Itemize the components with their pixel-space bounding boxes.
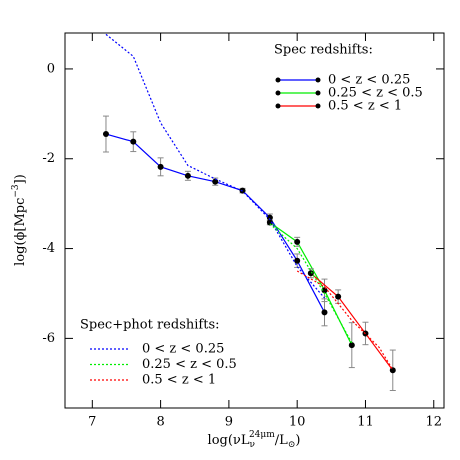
legend-label: 0.25 < z < 0.5 bbox=[142, 357, 237, 372]
x-axis-label-part: ⊙ bbox=[288, 440, 296, 450]
x-axis-label-part: /L bbox=[275, 433, 288, 448]
series-line bbox=[296, 270, 394, 371]
legend-marker bbox=[315, 103, 321, 109]
x-tick-label: 8 bbox=[156, 415, 164, 430]
x-tick-label: 9 bbox=[225, 415, 233, 430]
x-axis-label-part: ) bbox=[295, 433, 300, 448]
legend-label: 0 < z < 0.25 bbox=[142, 342, 224, 357]
y-axis-label-part: ]) bbox=[13, 174, 28, 184]
series-line bbox=[269, 222, 353, 346]
legend-marker bbox=[275, 90, 281, 96]
data-point bbox=[335, 293, 342, 300]
data-point bbox=[102, 131, 109, 138]
data-point bbox=[307, 270, 314, 277]
data-point bbox=[294, 257, 301, 264]
data-point bbox=[266, 219, 273, 226]
data-point bbox=[321, 309, 328, 316]
legend-label: 0 < z < 0.25 bbox=[328, 73, 410, 88]
x-tick-label: 12 bbox=[425, 415, 442, 430]
series-line bbox=[105, 133, 326, 313]
legend-title: Spec+phot redshifts: bbox=[80, 318, 220, 333]
y-tick-label: -2 bbox=[42, 151, 55, 166]
data-point bbox=[130, 138, 137, 145]
legend-title: Spec redshifts: bbox=[274, 43, 373, 58]
legend-label: 0.5 < z < 1 bbox=[328, 99, 402, 114]
data-point bbox=[389, 367, 396, 374]
y-tick-label: -6 bbox=[42, 331, 55, 346]
y-axis-label: log(ϕ[Mpc−3]) bbox=[11, 174, 28, 266]
legend-marker bbox=[275, 77, 281, 83]
x-tick-label: 7 bbox=[88, 415, 96, 430]
series-line bbox=[310, 272, 394, 371]
legend-marker bbox=[315, 77, 321, 83]
y-axis-label-part: log(ϕ[Mpc bbox=[13, 198, 28, 266]
x-axis-label-part: ν bbox=[249, 440, 254, 450]
x-tick-label: 11 bbox=[357, 415, 374, 430]
legend-marker bbox=[315, 90, 321, 96]
x-axis-label-part: log(νL bbox=[208, 433, 250, 448]
data-point bbox=[184, 172, 191, 179]
legend-label: 0.25 < z < 0.5 bbox=[328, 86, 423, 101]
series-line bbox=[105, 33, 325, 299]
y-tick-label: 0 bbox=[47, 61, 55, 76]
x-tick-label: 10 bbox=[289, 415, 306, 430]
legend-marker bbox=[275, 103, 281, 109]
data-point bbox=[294, 238, 301, 245]
plot-frame bbox=[64, 32, 445, 409]
y-tick-label: -4 bbox=[42, 241, 55, 256]
y-axis-label-part: −3 bbox=[11, 184, 21, 198]
legend-label: 0.5 < z < 1 bbox=[142, 373, 216, 388]
data-point bbox=[348, 342, 355, 349]
series-line bbox=[269, 223, 353, 344]
data-point bbox=[157, 163, 164, 170]
x-axis-label-part: 24μm bbox=[249, 430, 275, 440]
data-point bbox=[321, 287, 328, 294]
data-point bbox=[266, 214, 273, 221]
x-axis-label: log(νLν24μm/L⊙) bbox=[208, 430, 301, 450]
